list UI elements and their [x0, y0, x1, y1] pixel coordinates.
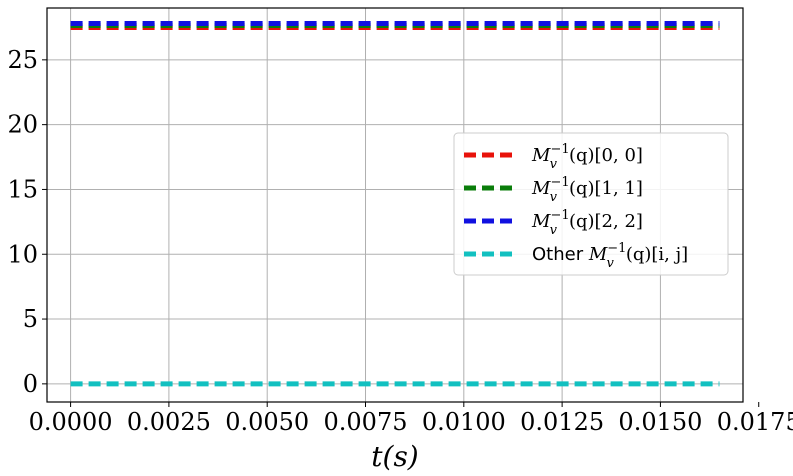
legend-label-2: M−1 v (q)[2, 2]	[531, 208, 643, 238]
y-tick-label: 0	[23, 370, 38, 398]
plot-frame	[46, 7, 744, 403]
x-tick-label: 0.0175	[717, 408, 793, 436]
x-axis-ticks: 0.0000 0.0025 0.0050 0.0075 0.0100 0.0125 0.01…	[29, 402, 793, 436]
x-tick-label: 0.0100	[422, 408, 506, 436]
legend: M−1 v (q)[0, 0]M−1 v (q)[1, 1]M−1 v (q)[2, 2]O…	[453, 132, 729, 276]
legend-label-3: Other M−1 v (q)[i, j]	[532, 241, 688, 271]
legend-box	[453, 132, 729, 276]
x-tick-label: 0.0025	[127, 408, 211, 436]
x-tick-label: 0.0050	[225, 408, 309, 436]
y-tick-label: 20	[7, 111, 38, 139]
y-tick-label: 10	[7, 240, 38, 268]
y-tick-label: 15	[7, 175, 38, 203]
x-tick-label: 0.0150	[618, 408, 702, 436]
y-axis-ticks: 0 5 10 15 20 25	[7, 46, 47, 398]
legend-label-1: M−1 v (q)[1, 1]	[531, 175, 643, 205]
x-tick-label: 0.0075	[324, 408, 408, 436]
x-tick-label: 0.0125	[520, 408, 604, 436]
legend-label-0: M−1 v (q)[0, 0]	[531, 142, 643, 172]
y-tick-label: 25	[7, 46, 38, 74]
x-axis-label: t(s)	[371, 440, 418, 473]
series-lines	[70, 21, 720, 387]
y-tick-label: 5	[23, 305, 38, 333]
x-tick-label: 0.0000	[29, 408, 113, 436]
